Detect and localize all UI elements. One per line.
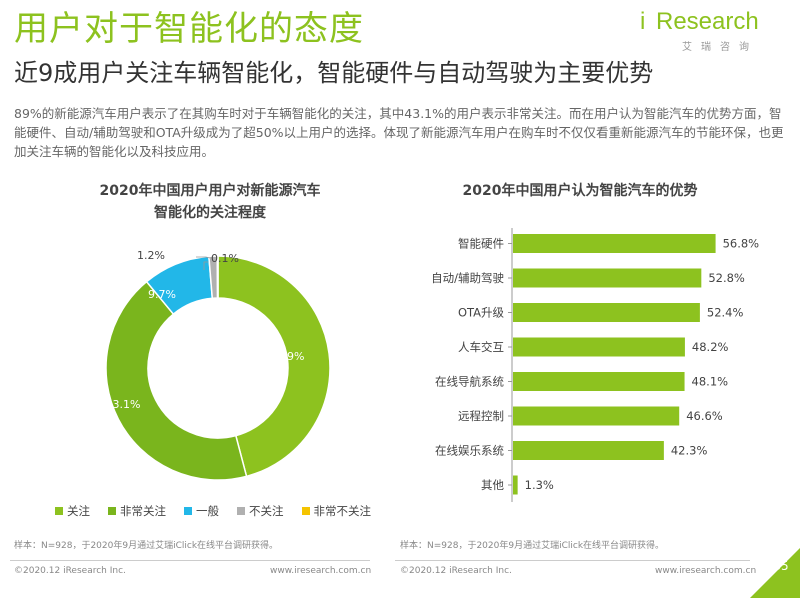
bar-category-label-5: 远程控制 — [458, 409, 504, 423]
bar-category-label-4: 在线导航系统 — [435, 375, 504, 389]
bar-value-label-5: 46.6% — [686, 409, 723, 423]
source-note-right: 样本：N=928，于2020年9月通过艾瑞iClick在线平台调研获得。 — [400, 541, 665, 551]
legend-item-4: 非常不关注 — [301, 503, 372, 519]
page-number: 35 — [773, 559, 789, 573]
bar-value-label-7: 1.3% — [525, 478, 554, 492]
bar-value-label-1: 52.8% — [708, 271, 745, 285]
bar-value-label-0: 56.8% — [723, 237, 760, 251]
legend-item-1: 非常关注 — [108, 503, 166, 519]
page-subtitle: 近9成用户关注车辆智能化，智能硬件与自动驾驶为主要优势 — [14, 59, 654, 87]
donut-slice-1 — [105, 280, 248, 481]
copyright-right: ©2020.12 iResearch Inc. — [400, 566, 512, 576]
copyright-left: ©2020.12 iResearch Inc. — [14, 566, 126, 576]
donut-label-0: 45.9% — [270, 350, 305, 363]
legend-swatch-1 — [108, 507, 116, 515]
page-description: 89%的新能源汽车用户表示了在其购车时对于车辆智能化的关注，其中43.1%的用户… — [14, 106, 784, 159]
donut-label-3: 1.2% — [137, 249, 165, 262]
legend-swatch-3 — [237, 507, 245, 515]
divider-left — [10, 560, 370, 561]
bar-0 — [513, 234, 716, 253]
logo-subtitle: 艾瑞咨询 — [682, 42, 758, 53]
logo-i: i — [640, 8, 646, 35]
bar-4 — [513, 372, 685, 391]
bar-value-label-2: 52.4% — [707, 306, 744, 320]
legend-label-0: 关注 — [67, 504, 90, 518]
source-note-left: 样本：N=928，于2020年9月通过艾瑞iClick在线平台调研获得。 — [14, 541, 279, 551]
leader-line-1 — [196, 256, 211, 259]
bar-value-label-3: 48.2% — [692, 340, 729, 354]
donut-title-line1: 2020年中国用户用户对新能源汽车 — [99, 183, 321, 199]
bar-7 — [513, 475, 518, 495]
legend-swatch-0 — [55, 507, 63, 515]
legend-swatch-2 — [184, 507, 192, 515]
legend-item-2: 一般 — [184, 503, 219, 519]
bar-category-label-7: 其他 — [481, 478, 504, 492]
bar-category-label-2: OTA升级 — [458, 306, 505, 320]
logo-brand: Research — [656, 8, 759, 35]
legend-label-4: 非常不关注 — [313, 504, 372, 518]
bar-category-label-0: 智能硬件 — [458, 237, 504, 251]
iresearch-logo: i Research 艾瑞咨询 — [640, 6, 790, 54]
legend-label-2: 一般 — [196, 504, 219, 518]
bar-category-label-3: 人车交互 — [458, 340, 504, 354]
divider-right — [395, 560, 750, 561]
donut-label-1: 43.1% — [106, 398, 141, 411]
donut-chart: 45.9% 43.1% 9.7% 1.2% 0.1% — [105, 249, 331, 481]
donut-legend: 关注 非常关注 一般 不关注 非常不关注 — [55, 503, 371, 519]
bar-value-label-4: 48.1% — [692, 375, 729, 389]
bar-3 — [513, 337, 685, 357]
donut-slice-0 — [217, 255, 331, 478]
legend-label-3: 不关注 — [249, 504, 284, 518]
bar-chart-title: 2020年中国用户认为智能汽车的优势 — [462, 183, 698, 199]
leader-line-2 — [203, 261, 208, 270]
donut-title-line2: 智能化的关注程度 — [154, 205, 266, 221]
url-left: www.iresearch.com.cn — [270, 566, 372, 576]
bar-6 — [513, 441, 664, 460]
bar-5 — [513, 406, 680, 426]
page-corner — [750, 548, 800, 598]
donut-chart-title: 2020年中国用户用户对新能源汽车 智能化的关注程度 — [60, 180, 360, 224]
donut-slice-4 — [216, 255, 219, 299]
bar-value-label-6: 42.3% — [671, 444, 708, 458]
legend-label-1: 非常关注 — [120, 504, 166, 518]
donut-label-2: 9.7% — [148, 288, 176, 301]
legend-item-3: 不关注 — [237, 503, 284, 519]
bar-1 — [513, 268, 702, 288]
page-title: 用户对于智能化的态度 — [14, 9, 364, 49]
legend-swatch-4 — [301, 507, 310, 515]
page-corner-triangle — [750, 548, 800, 598]
bar-category-label-6: 在线娱乐系统 — [435, 444, 504, 458]
bar-chart: 智能硬件 56.8% 自动/辅助驾驶 52.8% OTA升级 52.4% 人车交互 48.2%… — [431, 228, 760, 502]
bar-2 — [513, 303, 700, 322]
url-right: www.iresearch.com.cn — [655, 566, 757, 576]
donut-label-4: 0.1% — [211, 252, 239, 265]
legend-item-0: 关注 — [55, 503, 90, 519]
bar-category-label-1: 自动/辅助驾驶 — [431, 271, 504, 285]
